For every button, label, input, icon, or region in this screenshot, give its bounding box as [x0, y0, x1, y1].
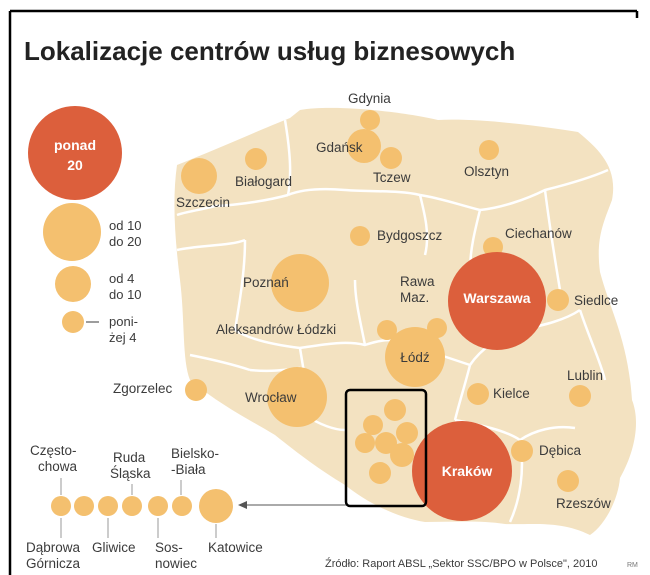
marker-silesia-7 — [369, 462, 391, 484]
city-markers — [181, 110, 591, 521]
legend-label-medium-2: do 20 — [109, 234, 142, 249]
label-rawa-2: Maz. — [400, 290, 429, 305]
marker-bielsko — [172, 496, 192, 516]
marker-gdansk — [347, 129, 381, 163]
label-olsztyn: Olsztyn — [464, 164, 509, 179]
marker-kielce — [467, 383, 489, 405]
label-gdansk: Gdańsk — [316, 140, 363, 155]
marker-krakow — [412, 421, 512, 521]
marker-siedlce — [547, 289, 569, 311]
marker-dabrowa — [74, 496, 94, 516]
marker-debica — [511, 440, 533, 462]
city-labels: Gdynia Gdańsk Tczew Olsztyn Białogard Sz… — [113, 91, 618, 511]
legend-label-smallest-2: żej 4 — [109, 330, 136, 345]
label-krakow: Kraków — [442, 463, 493, 479]
label-czestochowa-2: chowa — [38, 459, 78, 474]
marker-poznan — [271, 254, 329, 312]
label-kielce: Kielce — [493, 386, 530, 401]
label-bielsko-2: -Biała — [171, 462, 206, 477]
label-ruda-1: Ruda — [113, 450, 146, 465]
marker-warszawa — [448, 252, 546, 350]
label-dabrowa-2: Górnicza — [26, 556, 81, 571]
marker-gdynia — [360, 110, 380, 130]
label-ciechanow: Ciechanów — [505, 226, 572, 241]
marker-zgorzelec — [185, 379, 207, 401]
label-szczecin: Szczecin — [176, 195, 230, 210]
marker-rzeszow — [557, 470, 579, 492]
marker-ciechanow — [483, 237, 503, 257]
marker-silesia-1 — [384, 399, 406, 421]
marker-aleksandrow — [377, 320, 397, 340]
label-sosnowiec-2: nowiec — [155, 556, 197, 571]
marker-bialogard — [245, 148, 267, 170]
legend-label-large-1: ponad — [54, 137, 96, 153]
silesia-box — [344, 388, 428, 508]
marker-ruda — [122, 496, 142, 516]
label-katowice: Katowice — [208, 540, 263, 555]
label-siedlce: Siedlce — [574, 293, 618, 308]
label-rzeszow: Rzeszów — [556, 496, 611, 511]
marker-sosnowiec — [148, 496, 168, 516]
marker-katowice — [199, 489, 233, 523]
label-lublin: Lublin — [567, 368, 603, 383]
marker-silesia-3 — [396, 422, 418, 444]
map-shape — [174, 107, 636, 535]
marker-szczecin — [181, 158, 217, 194]
credit-note: RM — [627, 562, 638, 569]
label-debica: Dębica — [539, 443, 582, 458]
label-gdynia: Gdynia — [348, 91, 391, 106]
label-tczew: Tczew — [373, 170, 411, 185]
marker-silesia-6 — [390, 443, 414, 467]
legend: ponad 20 od 10 do 20 od 4 do 10 poni- że… — [28, 106, 142, 345]
label-wroclaw: Wrocław — [245, 390, 297, 405]
label-czestochowa-1: Często- — [30, 443, 77, 458]
label-aleksandrow: Aleksandrów Łódzki — [216, 322, 336, 337]
legend-label-small-1: od 4 — [109, 271, 134, 286]
legend-circle-medium — [43, 203, 101, 261]
page-title: Lokalizacje centrów usług biznesowych — [24, 36, 515, 66]
marker-wroclaw — [267, 367, 327, 427]
legend-label-small-2: do 10 — [109, 287, 142, 302]
label-poznan: Poznań — [243, 275, 289, 290]
marker-gliwice — [98, 496, 118, 516]
label-sosnowiec-1: Sos- — [155, 540, 183, 555]
marker-silesia-4 — [355, 433, 375, 453]
source-note: Źródło: Raport ABSL „Sektor SSC/BPO w Po… — [325, 557, 598, 570]
label-zgorzelec: Zgorzelec — [113, 381, 173, 396]
marker-bydgoszcz — [350, 226, 370, 246]
label-dabrowa-1: Dąbrowa — [26, 540, 81, 555]
silesia-inset: Często- chowa Ruda Śląska Bielsko- -Biał… — [26, 443, 263, 571]
marker-silesia-5 — [375, 432, 397, 454]
label-bielsko-1: Bielsko- — [171, 446, 219, 461]
label-bialogard: Białogard — [235, 174, 292, 189]
marker-silesia-2 — [363, 415, 383, 435]
legend-label-smallest-1: poni- — [109, 314, 138, 329]
legend-label-medium-1: od 10 — [109, 218, 142, 233]
legend-circle-small — [55, 266, 91, 302]
marker-czestochowa — [51, 496, 71, 516]
label-gliwice: Gliwice — [92, 540, 136, 555]
label-lodz: Łódź — [400, 350, 430, 365]
label-bydgoszcz: Bydgoszcz — [377, 228, 443, 243]
label-rawa-1: Rawa — [400, 274, 435, 289]
legend-label-large-2: 20 — [67, 157, 83, 173]
label-ruda-2: Śląska — [110, 466, 151, 481]
marker-lublin — [569, 385, 591, 407]
silesia-arrow-head — [238, 501, 247, 509]
marker-olsztyn — [479, 140, 499, 160]
marker-lodz — [385, 327, 445, 387]
legend-circle-smallest — [62, 311, 84, 333]
marker-tczew — [380, 147, 402, 169]
legend-circle-large — [28, 106, 122, 200]
label-warszawa: Warszawa — [463, 290, 530, 306]
